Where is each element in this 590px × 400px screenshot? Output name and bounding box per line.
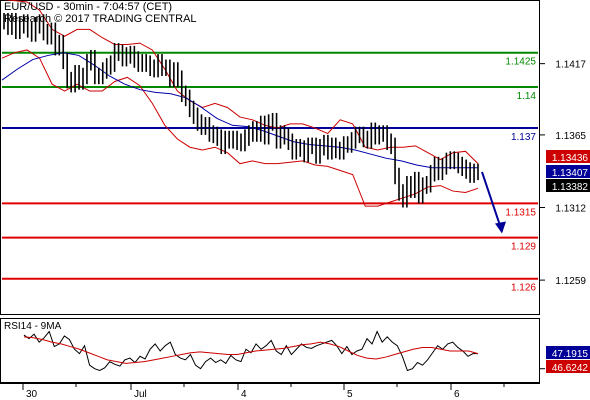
chart-title: EUR/USD - 30min - 7:04:57 (CET) bbox=[4, 1, 173, 13]
copyright-line: Research © 2017 TRADING CENTRAL bbox=[4, 13, 197, 25]
moving-average-line bbox=[1, 52, 478, 169]
price-tag-label: 1.13382 bbox=[552, 182, 589, 193]
level-label: 1.137 bbox=[511, 132, 536, 143]
price-tag-label: 1.13436 bbox=[552, 153, 589, 164]
y-tick-label: 1.1417 bbox=[555, 60, 586, 71]
rsi-tag-label: 47.1915 bbox=[552, 349, 589, 360]
forecast-arrow-shaft bbox=[481, 171, 501, 226]
y-tick-label: 1.1259 bbox=[555, 276, 586, 287]
x-tick-label: 6 bbox=[454, 389, 460, 400]
x-tick-label: Jul bbox=[134, 389, 147, 400]
rsi-tag-rsi bbox=[546, 346, 590, 359]
x-tick-label: 4 bbox=[241, 389, 247, 400]
level-label: 1.14 bbox=[517, 91, 537, 102]
level-label: 1.1425 bbox=[505, 57, 536, 68]
x-tick-label: 5 bbox=[347, 389, 353, 400]
forecast-arrow-head bbox=[495, 221, 506, 234]
y-tick-label: 1.1312 bbox=[555, 204, 586, 215]
price-tag-upper-band bbox=[546, 150, 590, 163]
level-label: 1.126 bbox=[511, 283, 536, 294]
level-label: 1.129 bbox=[511, 242, 536, 253]
rsi-tag-rsi-ma bbox=[546, 360, 590, 373]
price-tag-label: 1.13407 bbox=[552, 168, 589, 179]
rsi-tag-label: 46.6242 bbox=[552, 363, 589, 374]
rsi-ma-line bbox=[23, 336, 479, 364]
price-tag-moving-average bbox=[546, 165, 590, 178]
upper-band-line bbox=[4, 0, 479, 165]
x-tick-label: 30 bbox=[26, 389, 38, 400]
rsi-line bbox=[23, 330, 478, 372]
price-tag-last-price bbox=[546, 179, 590, 192]
rsi-title: RSI14 - 9MA bbox=[4, 321, 62, 332]
y-tick-label: 1.1365 bbox=[555, 131, 586, 142]
level-label: 1.1315 bbox=[505, 207, 536, 218]
